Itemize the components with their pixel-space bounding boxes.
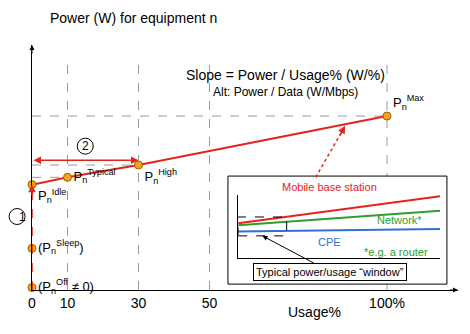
svg-text:30: 30 [131, 295, 147, 311]
svg-text:Network*: Network* [377, 214, 422, 226]
svg-text:CPE: CPE [318, 236, 341, 248]
svg-text:100%: 100% [369, 295, 405, 311]
svg-text:10: 10 [60, 295, 76, 311]
svg-text:Mobile base station: Mobile base station [282, 181, 377, 193]
svg-text:P​n​​Max​: P​n​​Max​ [393, 93, 424, 111]
svg-text:*e.g. a router: *e.g. a router [364, 246, 428, 258]
svg-text:Slope = Power / Usage% (W/%): Slope = Power / Usage% (W/%) [186, 67, 385, 83]
svg-text:1: 1 [19, 210, 26, 224]
svg-text:Usage%: Usage% [288, 304, 341, 320]
svg-text:(P​n​​Off​ ≠ 0): (P​n​​Off​ ≠ 0) [38, 277, 94, 295]
svg-text:P​n​​High​: P​n​​High​ [145, 167, 177, 185]
svg-text:Power (W) for equipment n: Power (W) for equipment n [50, 10, 217, 26]
svg-text:(P​n​​Sleep​): (P​n​​Sleep​) [38, 238, 84, 256]
svg-text:P​n​​Typical​: P​n​​Typical​ [74, 167, 116, 185]
svg-text:P​n​​Idle​: P​n​​Idle​ [38, 187, 66, 205]
svg-text:Alt: Power / Data (W/Mbps): Alt: Power / Data (W/Mbps) [213, 85, 358, 99]
svg-text:0: 0 [28, 295, 36, 311]
svg-text:50: 50 [202, 295, 218, 311]
svg-text:Typical power/usage “window”: Typical power/usage “window” [256, 266, 404, 278]
svg-text:2: 2 [82, 139, 89, 153]
